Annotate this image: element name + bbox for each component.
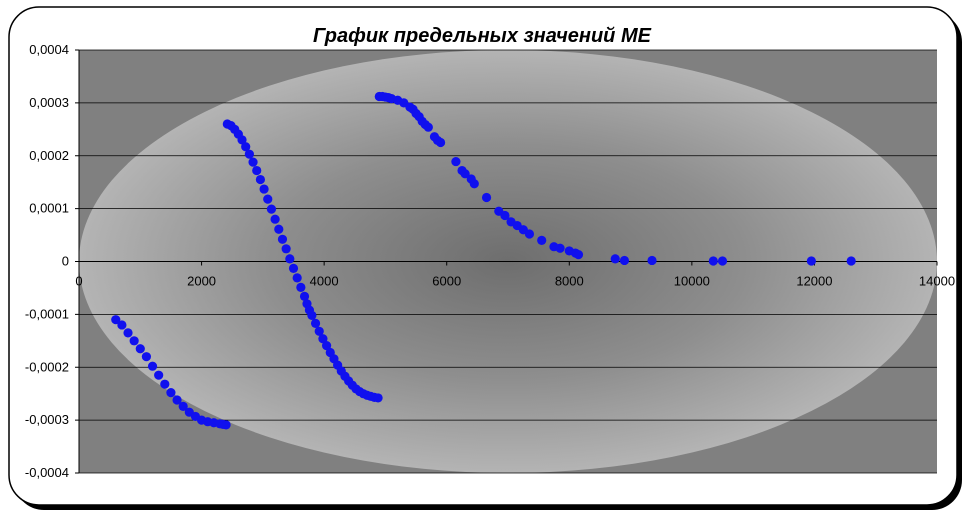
x-tick-label: 8000: [555, 274, 584, 289]
data-point: [252, 165, 262, 176]
data-point: [277, 234, 288, 244]
x-tick-label: 10000: [674, 274, 710, 289]
data-point: [172, 395, 182, 405]
data-point: [221, 420, 231, 430]
chart-title: График предельных значений МЕ: [313, 25, 652, 47]
data-point: [619, 255, 630, 266]
data-point: [435, 137, 446, 148]
data-point: [481, 192, 492, 203]
x-tick-label: 14000: [919, 274, 955, 289]
x-tick-label: 12000: [796, 274, 832, 289]
data-point: [244, 149, 254, 159]
y-tick-label: -0,0001: [25, 306, 69, 321]
y-tick-label: 0,0003: [29, 95, 69, 110]
y-tick-label: 0: [62, 254, 69, 269]
data-point: [500, 210, 510, 221]
data-point: [846, 256, 856, 266]
data-point: [647, 255, 657, 266]
data-point: [123, 328, 133, 338]
y-tick-label: -0,0003: [25, 412, 69, 427]
data-point: [274, 224, 284, 234]
data-point: [160, 379, 170, 389]
data-point: [266, 204, 277, 214]
data-point: [573, 250, 584, 260]
data-point: [285, 254, 295, 264]
data-point: [135, 344, 145, 354]
data-point: [292, 273, 302, 283]
data-point: [270, 214, 280, 224]
data-point: [117, 320, 127, 330]
data-point: [373, 393, 383, 403]
data-point: [129, 336, 139, 346]
x-tick-label: 4000: [310, 274, 339, 289]
data-point: [299, 291, 310, 301]
x-tick-label: 2000: [187, 274, 216, 289]
y-tick-label: 0,0002: [29, 148, 69, 163]
data-point: [248, 157, 258, 167]
data-point: [111, 315, 121, 325]
data-point: [259, 184, 269, 194]
x-tick-label: 6000: [432, 274, 461, 289]
data-point: [281, 244, 291, 254]
data-point: [806, 256, 816, 266]
data-point: [460, 169, 470, 179]
data-point: [166, 388, 176, 398]
data-point: [469, 179, 479, 189]
data-point: [263, 194, 273, 204]
x-tick-label: 0: [75, 274, 82, 289]
data-point: [318, 334, 328, 344]
data-point: [610, 254, 620, 264]
axes: [75, 49, 938, 474]
y-tick-label: 0,0001: [29, 201, 69, 216]
data-point: [524, 229, 535, 239]
data-point: [555, 243, 565, 253]
x-tick-labels: 0 2000 4000 6000 8000 10000 12000 14000: [75, 274, 955, 289]
data-point: [423, 122, 433, 132]
data-point: [310, 318, 321, 328]
data-point: [314, 326, 324, 336]
data-point: [321, 340, 332, 351]
y-tick-label: 0,0004: [29, 42, 69, 57]
data-point: [307, 310, 317, 321]
data-point: [178, 401, 188, 411]
y-tick-labels: 0,0004 0,0003 0,0002 0,0001 0 -0,0001 -0,0002 -…: [25, 42, 69, 480]
data-point: [141, 352, 152, 362]
data-point: [537, 235, 547, 245]
data-point: [241, 142, 251, 152]
data-point: [296, 282, 306, 293]
data-point: [717, 256, 728, 266]
data-markers: [111, 91, 856, 430]
y-tick-label: -0,0004: [25, 465, 69, 480]
data-point: [255, 174, 266, 185]
y-tick-label: -0,0002: [25, 359, 69, 374]
data-point: [154, 370, 164, 380]
data-point: [237, 135, 247, 145]
data-point: [708, 256, 718, 266]
data-point: [288, 263, 299, 273]
data-point: [451, 156, 461, 167]
data-point: [147, 361, 158, 371]
